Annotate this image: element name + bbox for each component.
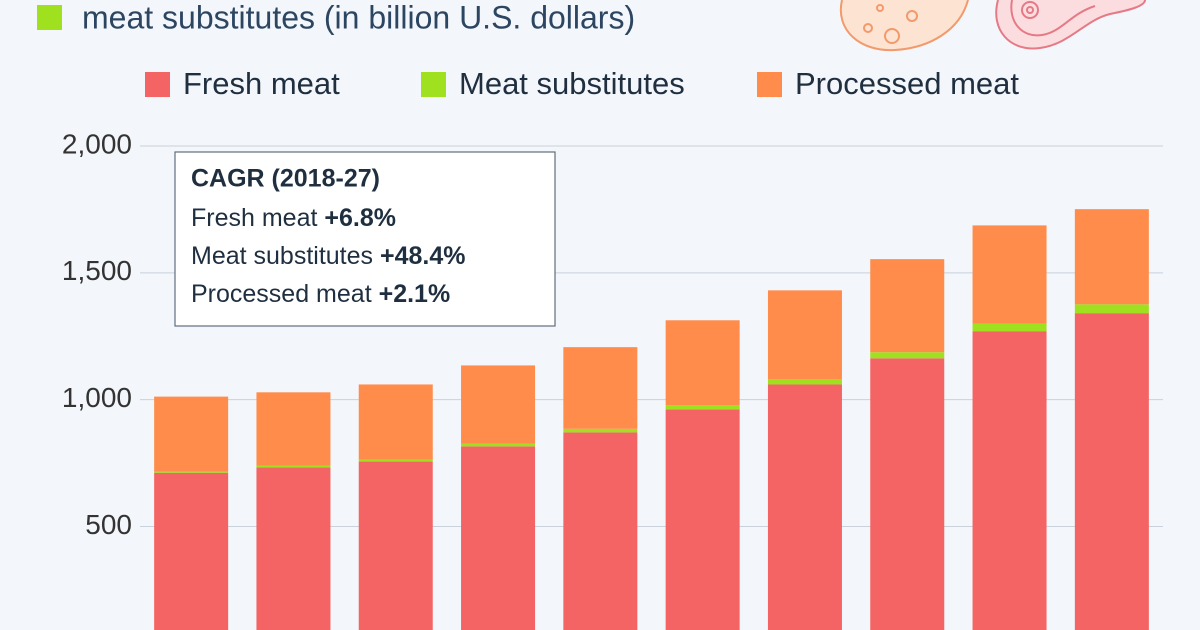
legend-swatch <box>757 72 782 97</box>
legend-swatch <box>145 72 170 97</box>
y-tick-label: 2,000 <box>62 128 132 159</box>
bar-segment <box>665 409 740 630</box>
bar-segment <box>256 465 331 468</box>
y-tick-label: 500 <box>85 509 132 540</box>
bar-segment <box>256 392 331 466</box>
bar-segment <box>870 358 945 630</box>
bar-segment <box>665 320 740 405</box>
legend-label: Fresh meat <box>183 66 340 101</box>
title-marker <box>37 5 62 30</box>
bar-segment <box>665 404 740 410</box>
bar-segment <box>461 446 536 630</box>
bar-segment <box>256 467 331 630</box>
bar-segment <box>563 428 638 433</box>
bar-segment <box>563 432 638 630</box>
bar-segment <box>1074 313 1149 630</box>
annotation-line: Processed meat +2.1% <box>191 280 450 308</box>
legend-label: Processed meat <box>795 66 1019 101</box>
bar-segment <box>154 472 229 630</box>
annotation-label: Processed meat <box>191 280 372 308</box>
bar-segment <box>870 259 945 353</box>
bar-segment <box>358 384 433 460</box>
legend-swatch <box>421 72 446 97</box>
bar-segment <box>767 379 842 385</box>
bar-segment <box>154 396 229 472</box>
bar-segment <box>972 225 1047 324</box>
legend-label: Meat substitutes <box>459 66 685 101</box>
y-tick-label: 1,500 <box>62 255 132 286</box>
bar-segment <box>1074 304 1149 314</box>
annotation-box: CAGR (2018-27) Fresh meat +6.8% Meat subst… <box>174 151 556 327</box>
bar-segment <box>461 443 536 447</box>
illustration <box>995 0 1146 50</box>
bar-segment <box>461 365 536 444</box>
y-tick-label: 1,000 <box>62 382 132 413</box>
annotation-value: +2.1% <box>379 280 451 308</box>
bar-segment <box>358 461 433 630</box>
bar-segment <box>767 384 842 630</box>
bar-segment <box>154 471 229 473</box>
bar-segment <box>563 347 638 429</box>
bar-segment <box>767 290 842 380</box>
bar-segment <box>358 459 433 462</box>
annotation-line: Meat substitutes +48.4% <box>191 242 465 270</box>
bar-segment <box>1074 209 1149 305</box>
illustration <box>839 0 969 52</box>
annotation-line: Fresh meat +6.8% <box>191 204 396 232</box>
bar-segment <box>972 323 1047 332</box>
annotation-title: CAGR (2018-27) <box>191 165 380 193</box>
annotation-value: +48.4% <box>380 242 466 270</box>
chart-title: meat substitutes (in billion U.S. dollar… <box>82 0 635 35</box>
bar-segment <box>870 352 945 359</box>
bar-segment <box>972 331 1047 630</box>
annotation-label: Meat substitutes <box>191 242 373 270</box>
annotation-frame <box>174 151 556 327</box>
annotation-value: +6.8% <box>324 204 396 232</box>
annotation-label: Fresh meat <box>191 204 317 232</box>
